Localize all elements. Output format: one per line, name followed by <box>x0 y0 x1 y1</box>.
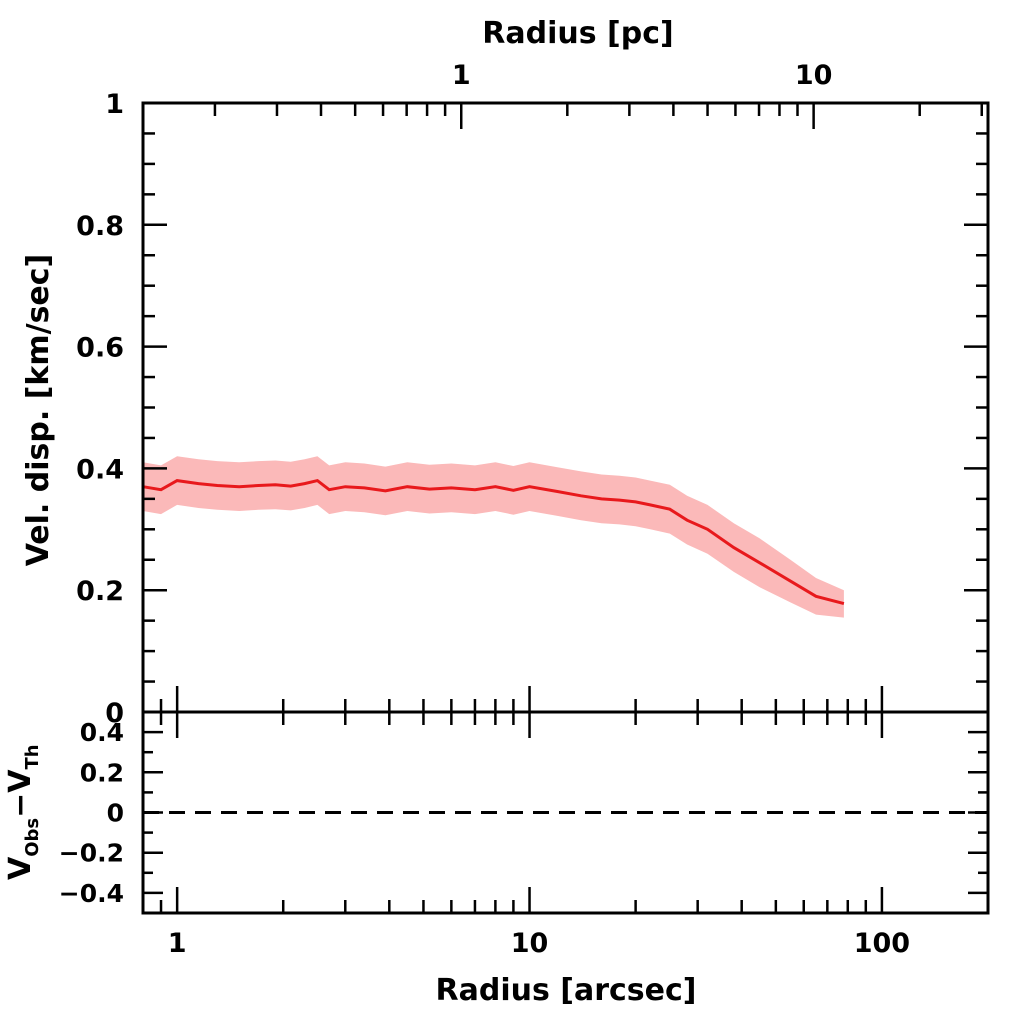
x2-tick-label: 10 <box>795 60 833 91</box>
y-tick-label: 0.4 <box>76 454 124 485</box>
residual-panel: 1 10 100 −0.4 −0.2 0 0.2 0.4 <box>59 710 990 959</box>
y-tick-label: 0.8 <box>76 211 124 242</box>
y-tick-label: 0 <box>105 698 124 729</box>
x2-tick-label: 1 <box>452 60 471 91</box>
main-y-axis-title: Vel. disp. [km/sec] <box>21 254 56 567</box>
residual-y-main: V <box>3 856 38 880</box>
residual-y-axis-title: VObs−VTh <box>3 744 43 880</box>
top-axis-title: Radius [pc] <box>482 16 673 51</box>
main-panel: 1 10 0 0.2 0.4 0.6 0.8 1 <box>76 60 990 729</box>
y-tick-label: 1 <box>105 89 124 120</box>
bottom-axis-title: Radius [arcsec] <box>436 973 697 1008</box>
y-tick-label: −0.4 <box>59 879 124 908</box>
axis-labels: Radius [pc] Radius [arcsec] Vel. disp. [… <box>3 16 697 1008</box>
x-tick-label: 10 <box>511 928 549 959</box>
residual-y-sub2: Th <box>22 744 43 769</box>
y-tick-label: 0.4 <box>80 718 124 747</box>
x-tick-label: 1 <box>168 928 187 959</box>
residual-y-mid: −V <box>3 769 38 818</box>
y-tick-label: 0.2 <box>80 758 124 787</box>
y-tick-label: 0.6 <box>76 333 124 364</box>
error-band <box>143 456 844 618</box>
velocity-dispersion-line <box>142 478 845 606</box>
residual-y-sub1: Obs <box>22 818 43 857</box>
y-tick-label: −0.2 <box>59 839 124 868</box>
main-plot-frame <box>141 101 990 714</box>
y-tick-label: 0.2 <box>76 576 124 607</box>
x-tick-label: 100 <box>854 928 910 959</box>
y-tick-label: 0 <box>107 799 124 828</box>
